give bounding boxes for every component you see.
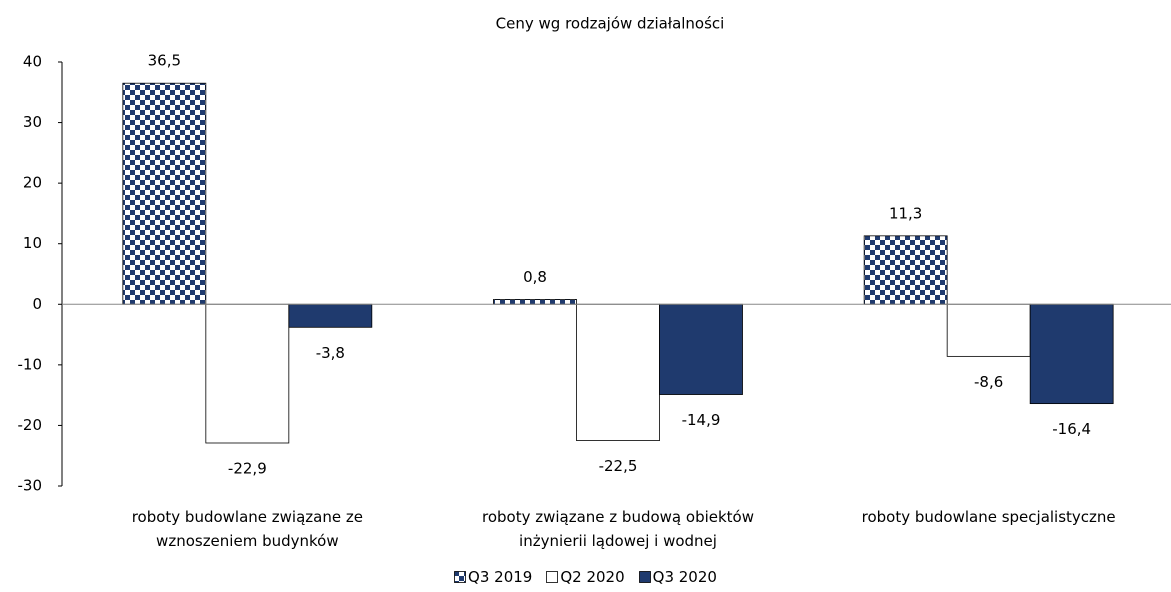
x-tick-label: roboty związane z budową obiektów inżyni… xyxy=(481,508,754,550)
bar xyxy=(1029,303,1114,405)
y-tick-label: -20 xyxy=(18,416,43,434)
value-label: 0,8 xyxy=(523,268,547,286)
bar xyxy=(863,235,948,305)
y-tick-label: 0 xyxy=(32,295,42,313)
x-tick-label: roboty budowlane związane ze wznoszeniem… xyxy=(131,508,363,550)
legend-label: Q3 2020 xyxy=(652,568,717,586)
value-label: -22,5 xyxy=(599,457,638,475)
legend: Q3 2019 Q2 2020 Q3 2020 xyxy=(0,568,1171,586)
bar xyxy=(288,303,373,328)
bar xyxy=(576,303,660,441)
value-label: -8,6 xyxy=(974,373,1003,391)
legend-swatch xyxy=(546,571,559,583)
legend-label: Q2 2020 xyxy=(560,568,625,586)
bar xyxy=(493,299,577,305)
y-tick-label: -10 xyxy=(18,355,43,373)
bar xyxy=(205,303,290,444)
legend-item: Q3 2019 xyxy=(454,568,532,586)
chart-title: Ceny wg rodzajów działalności xyxy=(496,15,725,33)
value-label: -14,9 xyxy=(682,411,721,429)
value-label: -3,8 xyxy=(316,344,345,362)
y-tick-label: 30 xyxy=(23,113,42,131)
legend-label: Q3 2019 xyxy=(468,568,533,586)
legend-swatch xyxy=(454,571,466,583)
value-label: 36,5 xyxy=(148,52,181,70)
value-label: -22,9 xyxy=(228,459,267,477)
x-tick-label: roboty budowlane specjalistyczne xyxy=(861,508,1116,526)
legend-swatch xyxy=(638,571,651,583)
value-label: -16,4 xyxy=(1052,420,1091,438)
y-tick-label: 40 xyxy=(23,53,42,71)
value-label: 11,3 xyxy=(889,204,922,222)
bar xyxy=(122,82,207,305)
y-tick-label: 20 xyxy=(23,174,42,192)
y-tick-label: 10 xyxy=(23,234,42,252)
legend-item: Q3 2020 xyxy=(638,568,717,586)
bar xyxy=(659,303,743,395)
legend-item: Q2 2020 xyxy=(546,568,625,586)
bar xyxy=(946,303,1031,357)
y-tick-label: -30 xyxy=(18,477,43,495)
